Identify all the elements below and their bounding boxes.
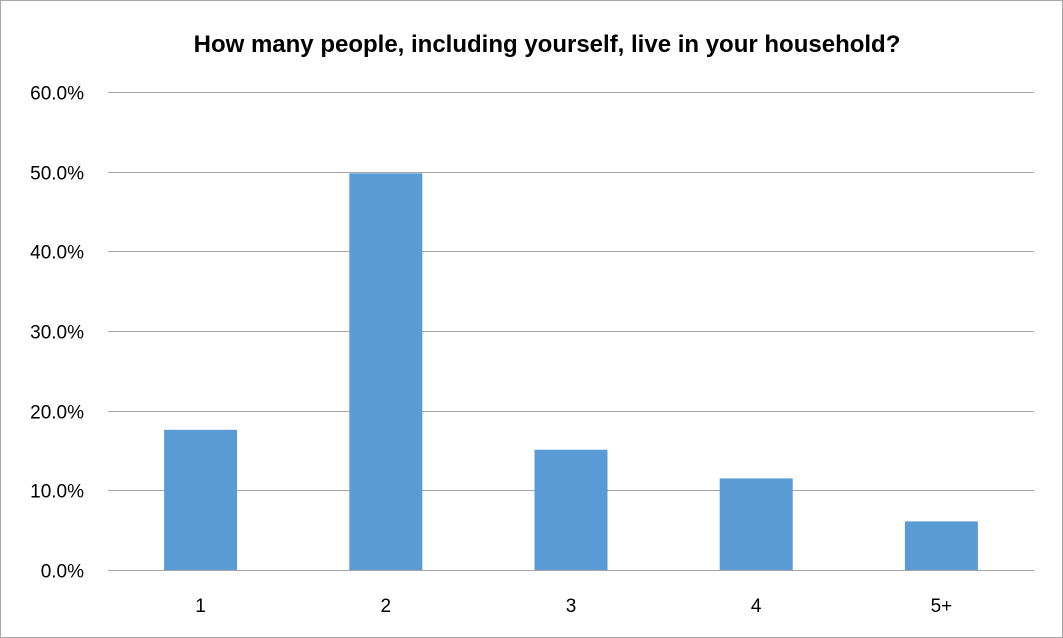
y-tick-label: 20.0%: [30, 403, 84, 424]
x-tick-label: 4: [751, 596, 762, 617]
bars: [164, 173, 978, 571]
gridlines: [108, 92, 1034, 491]
y-tick-label: 10.0%: [30, 482, 84, 503]
y-tick-label: 60.0%: [30, 84, 84, 105]
x-tick-label: 5+: [931, 596, 953, 617]
bar-5-plus: [904, 521, 978, 570]
x-tick-label: 3: [566, 596, 577, 617]
y-tick-label: 30.0%: [30, 323, 84, 344]
y-tick-label: 0.0%: [41, 562, 84, 583]
bar-3: [534, 449, 608, 570]
x-tick-label: 2: [381, 596, 392, 617]
bar-4: [719, 478, 793, 570]
chart-title: How many people, including yourself, liv…: [194, 31, 901, 58]
bar-1: [164, 429, 238, 570]
x-tick-label: 1: [195, 596, 206, 617]
y-tick-label: 50.0%: [30, 164, 84, 185]
y-axis-tick-labels: 0.0% 10.0% 20.0% 30.0% 40.0% 50.0% 60.0%: [30, 84, 84, 583]
bar-2: [349, 173, 423, 571]
y-tick-label: 40.0%: [30, 243, 84, 264]
x-axis-tick-labels: 1 2 3 4 5+: [195, 596, 952, 617]
